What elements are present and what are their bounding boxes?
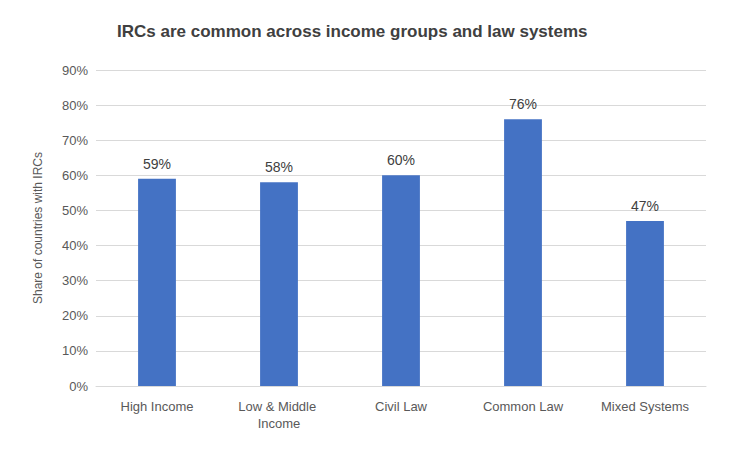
- svg-text:80%: 80%: [62, 98, 88, 113]
- svg-text:Low & Middle: Low & Middle: [238, 399, 320, 414]
- svg-text:47%: 47%: [631, 198, 659, 214]
- svg-text:Common Law: Common Law: [483, 399, 564, 414]
- svg-text:50%: 50%: [62, 203, 88, 218]
- svg-text:90%: 90%: [62, 63, 88, 78]
- svg-text:59%: 59%: [143, 156, 171, 172]
- svg-text:30%: 30%: [62, 273, 88, 288]
- svg-text:High Income: High Income: [121, 399, 194, 414]
- svg-text:58%: 58%: [265, 159, 293, 175]
- svg-text:IRCs are common across income: IRCs are common across income groups and…: [117, 22, 588, 41]
- svg-text:60%: 60%: [387, 152, 415, 168]
- svg-text:Civil Law: Civil Law: [375, 399, 428, 414]
- svg-text:Share of countries with IRCs: Share of countries with IRCs: [31, 152, 45, 304]
- svg-text:40%: 40%: [62, 238, 88, 253]
- svg-text:Income: Income: [258, 416, 301, 431]
- svg-text:76%: 76%: [509, 96, 537, 112]
- svg-text:0%: 0%: [69, 379, 88, 394]
- svg-text:20%: 20%: [62, 308, 88, 323]
- svg-text:60%: 60%: [62, 168, 88, 183]
- svg-text:70%: 70%: [62, 133, 88, 148]
- svg-text:Mixed Systems: Mixed Systems: [601, 399, 690, 414]
- svg-text:10%: 10%: [62, 343, 88, 358]
